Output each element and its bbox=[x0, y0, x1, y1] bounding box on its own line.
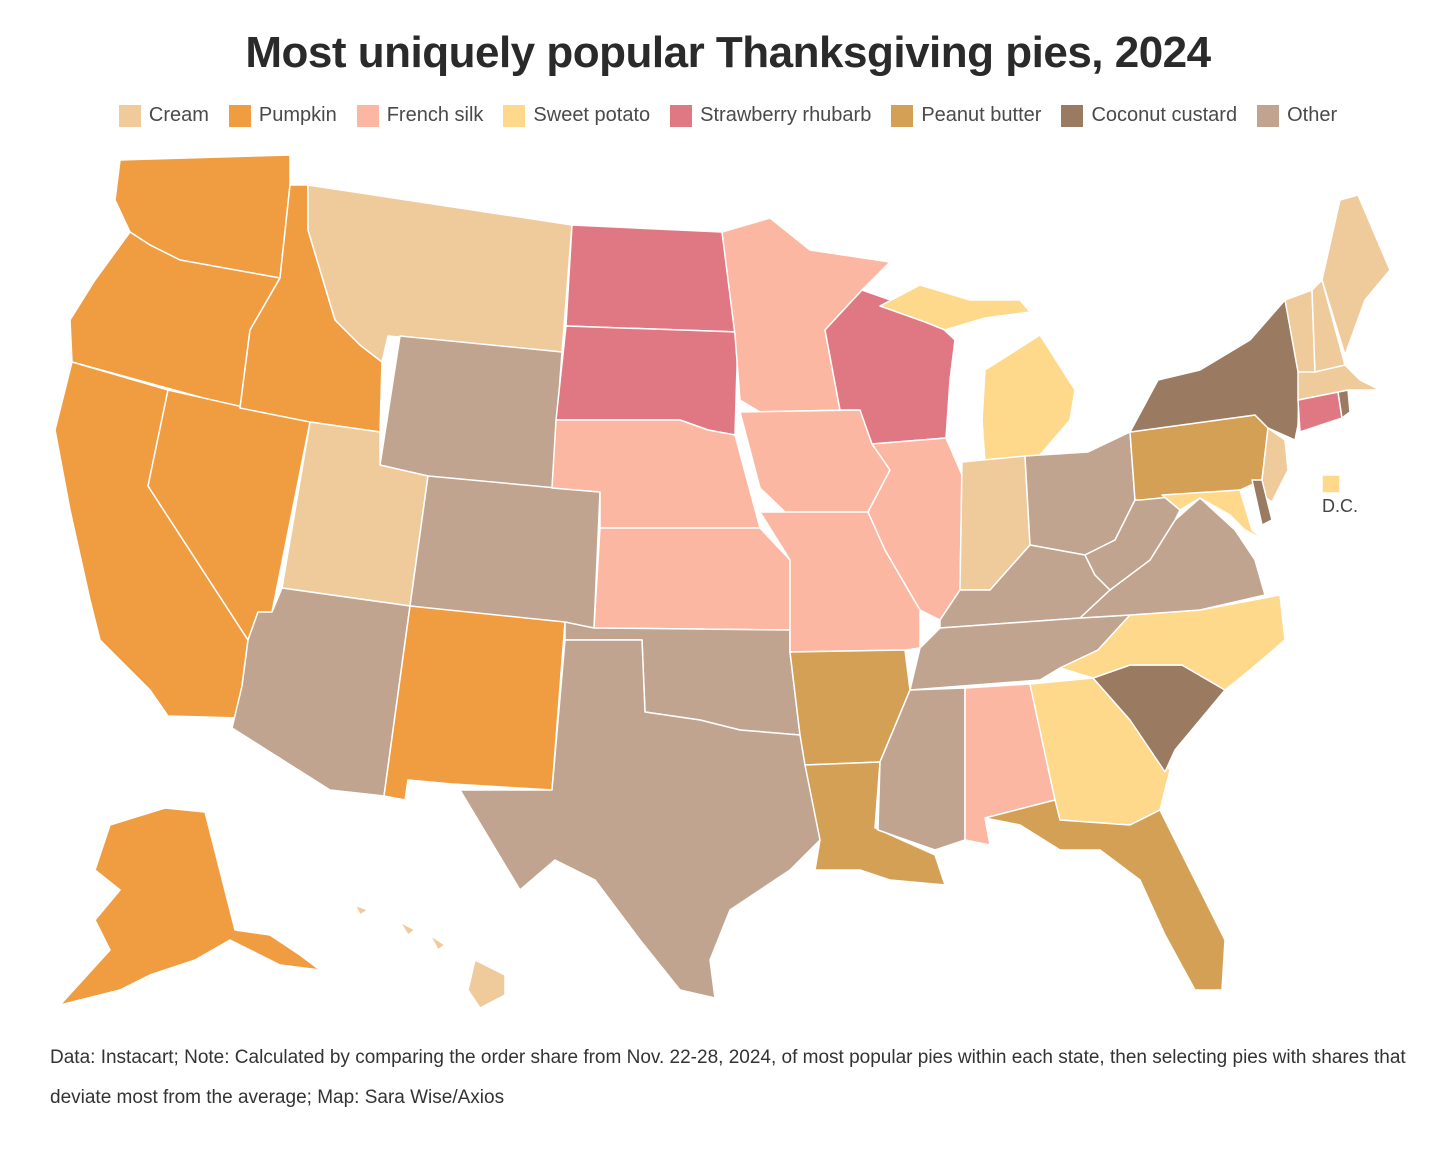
legend-item-coconut-custard: Coconut custard bbox=[1061, 104, 1237, 127]
legend-swatch bbox=[891, 104, 914, 127]
legend-label: Peanut butter bbox=[921, 104, 1042, 126]
state-WY bbox=[379, 335, 563, 489]
legend-label: Sweet potato bbox=[533, 104, 651, 126]
state-AZ bbox=[231, 587, 411, 797]
state-NM bbox=[383, 605, 566, 801]
legend-item-pumpkin: Pumpkin bbox=[228, 104, 337, 127]
state-MT bbox=[307, 184, 573, 363]
legend-label: Cream bbox=[148, 104, 209, 126]
legend-label: Other bbox=[1287, 104, 1338, 126]
legend-item-sweet-potato: Sweet potato bbox=[503, 104, 650, 127]
source-note: Data: Instacart; Note: Calculated by com… bbox=[50, 1047, 1406, 1108]
legend-item-strawberry-rhubarb: Strawberry rhubarb bbox=[670, 104, 871, 127]
state-ME bbox=[1321, 194, 1391, 356]
legend-swatch bbox=[118, 104, 141, 127]
legend-label: Strawberry rhubarb bbox=[700, 104, 872, 126]
legend-item-other: Other bbox=[1257, 104, 1337, 127]
legend: Cream Pumpkin French silk Sweet potato S… bbox=[0, 104, 1456, 127]
state-WV bbox=[1084, 494, 1181, 591]
dc-label: D.C. bbox=[1322, 496, 1358, 516]
chart-title: Most uniquely popular Thanksgiving pies,… bbox=[245, 28, 1211, 77]
legend-label: French silk bbox=[386, 104, 484, 126]
state-MI bbox=[879, 284, 1076, 463]
state-DC bbox=[1321, 474, 1341, 494]
legend-item-french-silk: French silk bbox=[356, 104, 484, 127]
legend-label: Coconut custard bbox=[1091, 104, 1238, 126]
state-IL bbox=[867, 437, 963, 621]
legend-swatch bbox=[503, 104, 526, 127]
legend-item-peanut-butter: Peanut butter bbox=[891, 104, 1041, 127]
state-NY bbox=[1129, 299, 1301, 441]
state-HI bbox=[354, 904, 506, 1009]
legend-swatch bbox=[356, 104, 379, 127]
state-NH bbox=[1311, 279, 1346, 373]
state-CO bbox=[409, 475, 601, 629]
state-MD bbox=[1161, 489, 1266, 541]
legend-swatch bbox=[1257, 104, 1280, 127]
state-ND bbox=[565, 224, 739, 333]
state-SD bbox=[555, 325, 739, 436]
state-TX bbox=[459, 639, 821, 999]
state-AK bbox=[59, 807, 321, 1006]
legend-swatch bbox=[670, 104, 693, 127]
state-LA bbox=[804, 761, 946, 886]
legend-item-cream: Cream bbox=[118, 104, 209, 127]
state-KS bbox=[593, 527, 791, 631]
state-DE bbox=[1251, 479, 1273, 526]
legend-label: Pumpkin bbox=[258, 104, 337, 126]
state-NC bbox=[1059, 594, 1286, 691]
legend-swatch bbox=[1061, 104, 1084, 127]
legend-swatch bbox=[228, 104, 251, 127]
state-FL bbox=[984, 799, 1226, 991]
